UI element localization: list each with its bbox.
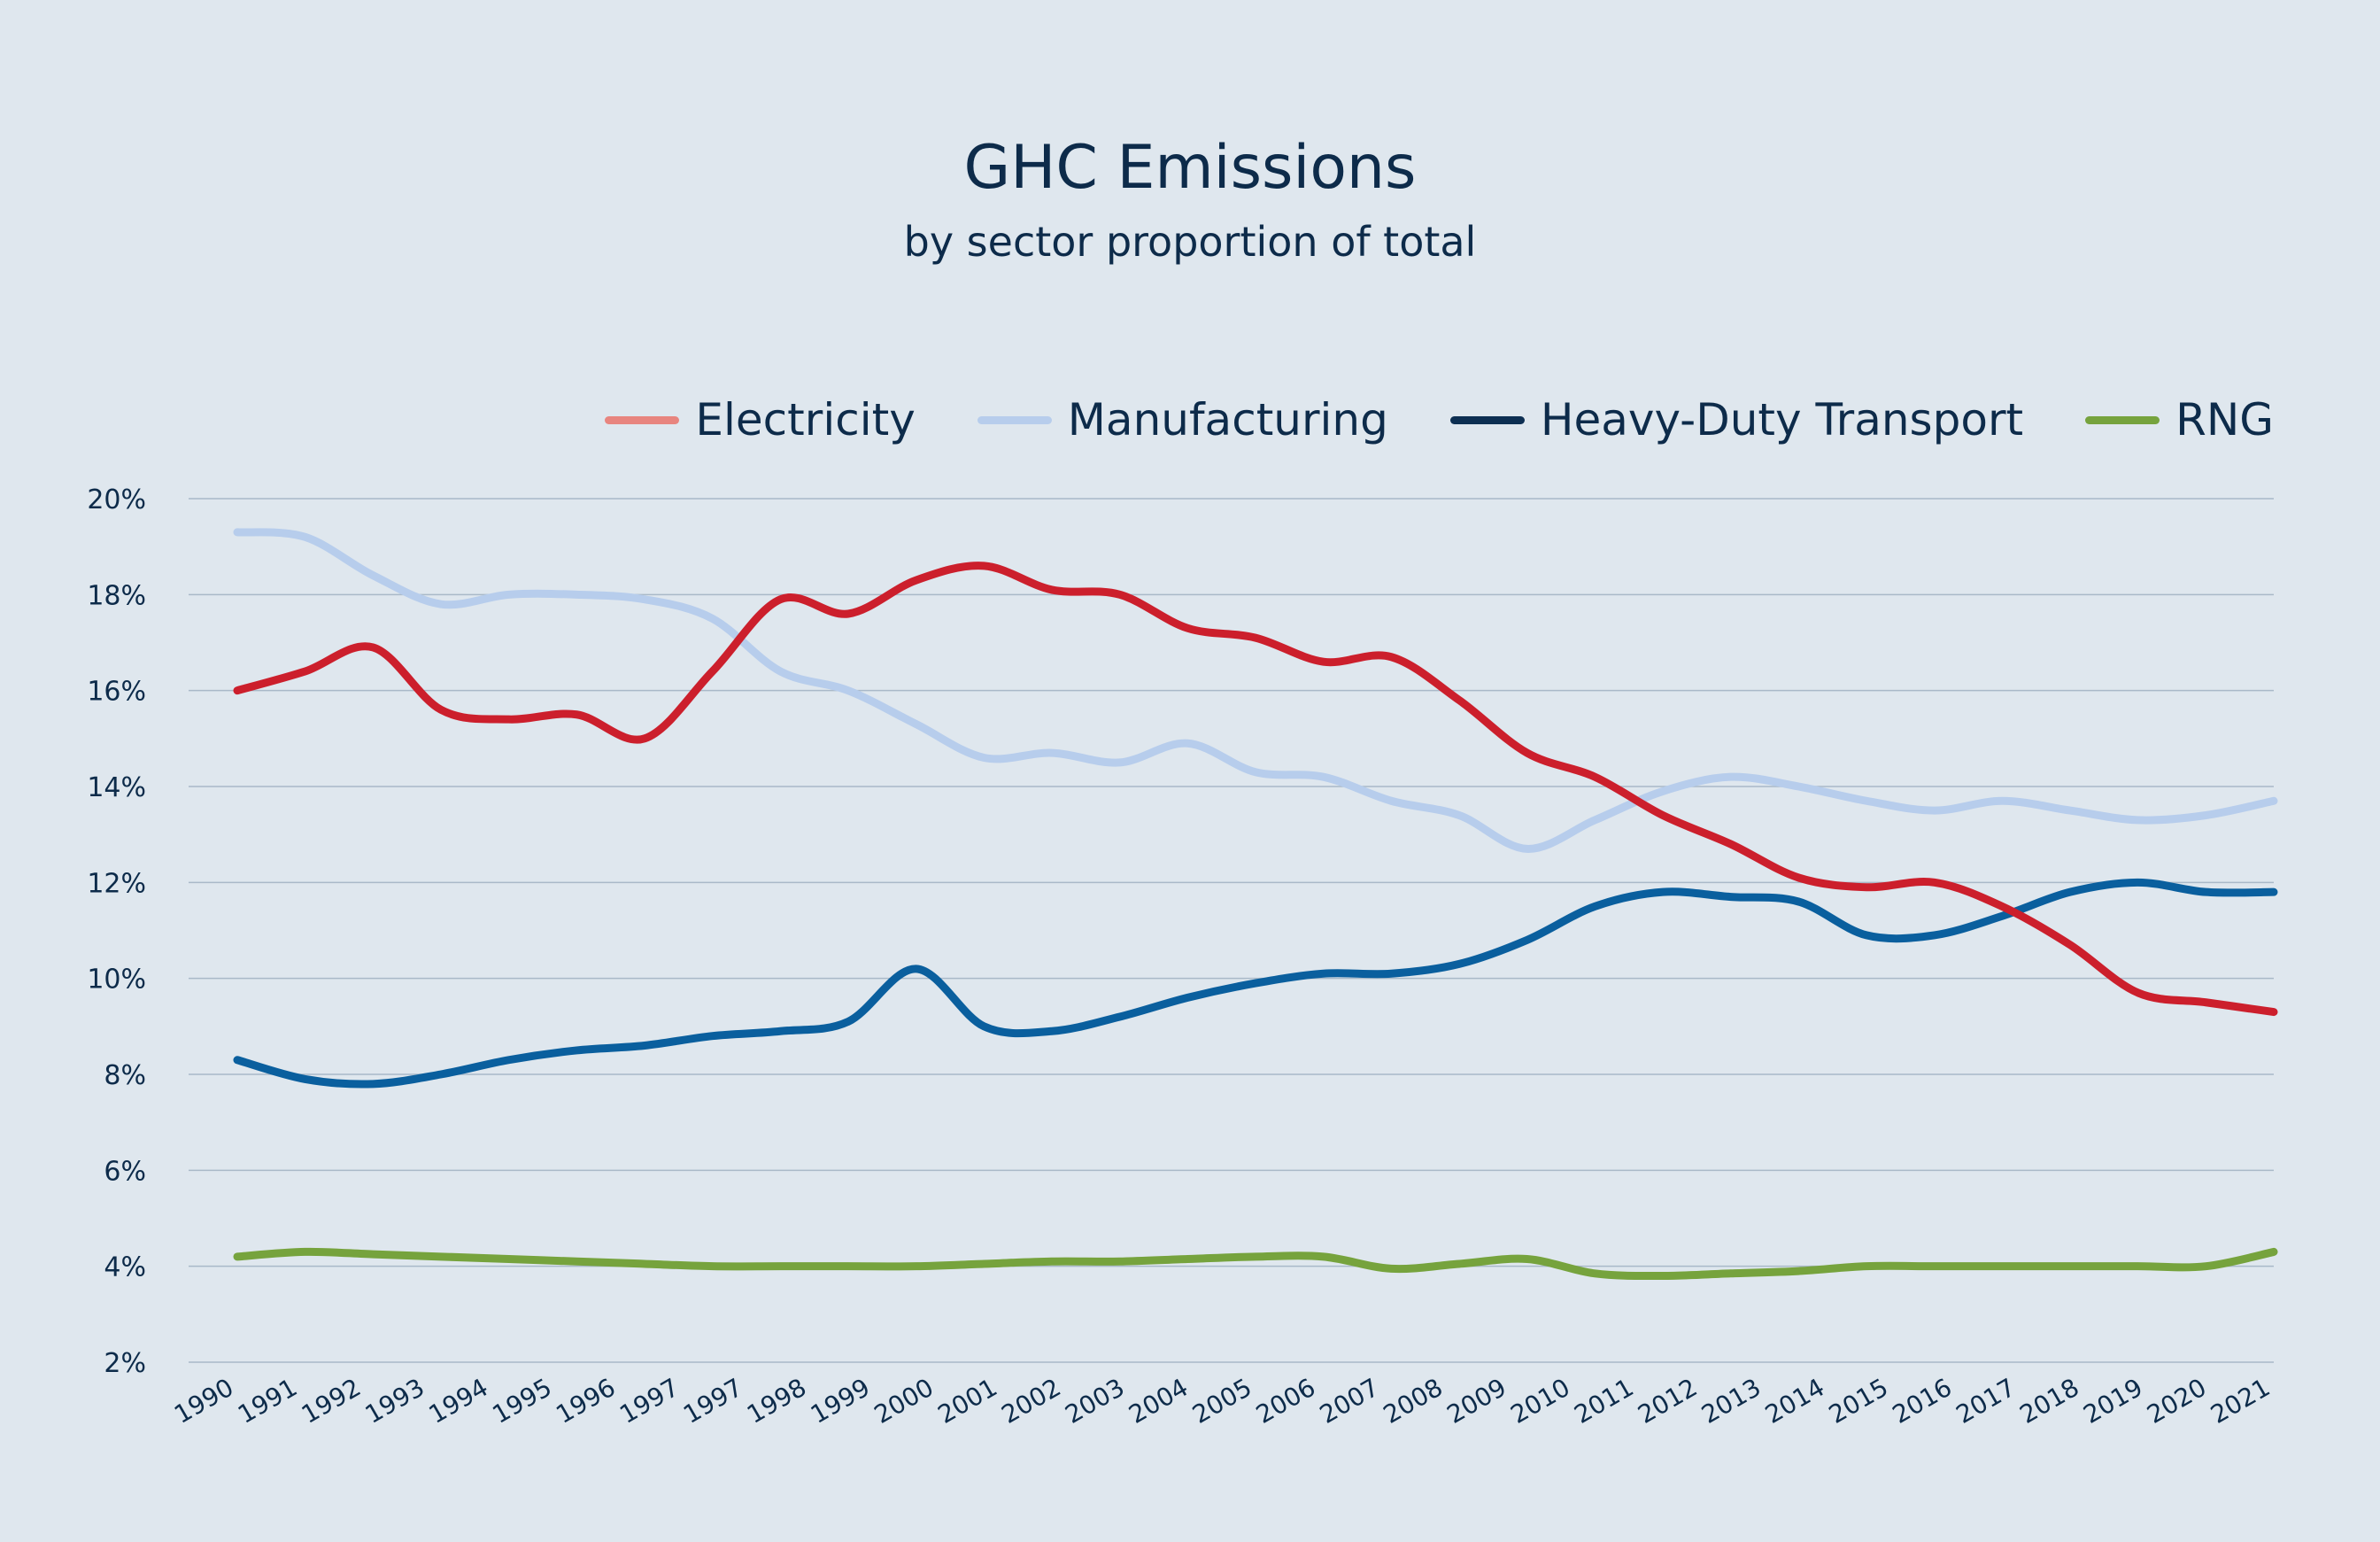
line-swatch-icon <box>2085 415 2160 424</box>
x-tick-label: 2001 <box>933 1373 1002 1430</box>
x-tick-label: 1998 <box>742 1373 811 1430</box>
line-swatch-icon <box>605 415 680 424</box>
x-tick-label: 2005 <box>1187 1373 1256 1430</box>
x-tick-label: 2011 <box>1569 1373 1638 1430</box>
x-tick-label: 2006 <box>1251 1373 1320 1430</box>
x-tick-label: 2020 <box>2142 1373 2211 1430</box>
y-tick-label: 4% <box>104 1252 146 1283</box>
series-line-rng[interactable] <box>233 1247 2278 1281</box>
legend-item-manufacturing[interactable]: Manufacturing <box>977 394 1388 446</box>
legend-label: Electricity <box>695 394 916 446</box>
y-tick-label: 14% <box>87 772 146 803</box>
legend-label: Manufacturing <box>1067 394 1388 446</box>
y-tick-label: 12% <box>87 868 146 899</box>
x-tick-label: 1996 <box>551 1373 620 1430</box>
y-tick-label: 2% <box>104 1348 146 1379</box>
x-tick-label: 1994 <box>424 1373 493 1430</box>
x-tick-label: 1995 <box>488 1373 557 1430</box>
x-tick-label: 1997 <box>678 1373 747 1430</box>
legend-label: Heavy-Duty Transport <box>1540 394 2024 446</box>
series-line-electricity[interactable] <box>233 562 2278 1017</box>
x-tick-label: 2003 <box>1060 1373 1129 1430</box>
x-tick-label: 2010 <box>1506 1373 1575 1430</box>
x-tick-label: 2000 <box>869 1373 939 1430</box>
x-tick-label: 2021 <box>2206 1373 2275 1430</box>
x-tick-label: 1992 <box>297 1373 366 1430</box>
legend-label: RNG <box>2175 394 2274 446</box>
y-tick-label: 20% <box>87 484 146 515</box>
y-tick-label: 8% <box>104 1060 146 1091</box>
chart-title: GHC Emissions <box>963 133 1417 203</box>
line-swatch-icon <box>977 415 1052 424</box>
x-tick-label: 1997 <box>614 1373 684 1430</box>
legend-item-rng[interactable]: RNG <box>2085 394 2274 446</box>
x-tick-label: 2019 <box>2078 1373 2147 1430</box>
x-tick-label: 2002 <box>997 1373 1066 1430</box>
x-tick-label: 1999 <box>806 1373 875 1430</box>
x-tick-label: 2016 <box>1888 1373 1957 1430</box>
y-tick-label: 6% <box>104 1156 146 1187</box>
x-tick-label: 1991 <box>233 1373 302 1430</box>
y-tick-label: 18% <box>87 580 146 611</box>
x-tick-label: 2012 <box>1633 1373 1702 1430</box>
y-tick-label: 16% <box>87 677 146 708</box>
series-line-heavy-duty-transport[interactable] <box>233 878 2278 1089</box>
x-tick-label: 2015 <box>1824 1373 1893 1430</box>
x-tick-label: 1993 <box>360 1373 429 1430</box>
series-line-manufacturing[interactable] <box>233 528 2278 853</box>
legend-item-heavy-duty-transport[interactable]: Heavy-Duty Transport <box>1449 394 2024 446</box>
x-tick-label: 1990 <box>169 1373 238 1430</box>
legend-item-electricity[interactable]: Electricity <box>605 394 916 446</box>
line-swatch-icon <box>1449 415 1525 424</box>
x-tick-label: 2009 <box>1442 1373 1511 1430</box>
x-tick-label: 2017 <box>1951 1373 2021 1430</box>
x-tick-label: 2007 <box>1315 1373 1384 1430</box>
x-tick-label: 2008 <box>1379 1373 1448 1430</box>
y-tick-label: 10% <box>87 965 146 996</box>
x-tick-label: 2018 <box>2015 1373 2084 1430</box>
chart-subtitle: by sector proportion of total <box>903 218 1477 266</box>
x-tick-label: 2013 <box>1696 1373 1766 1430</box>
x-tick-label: 2014 <box>1760 1373 1829 1430</box>
x-tick-label: 2004 <box>1124 1373 1193 1430</box>
legend: Electricity Manufacturing Heavy-Duty Tra… <box>605 394 2274 446</box>
